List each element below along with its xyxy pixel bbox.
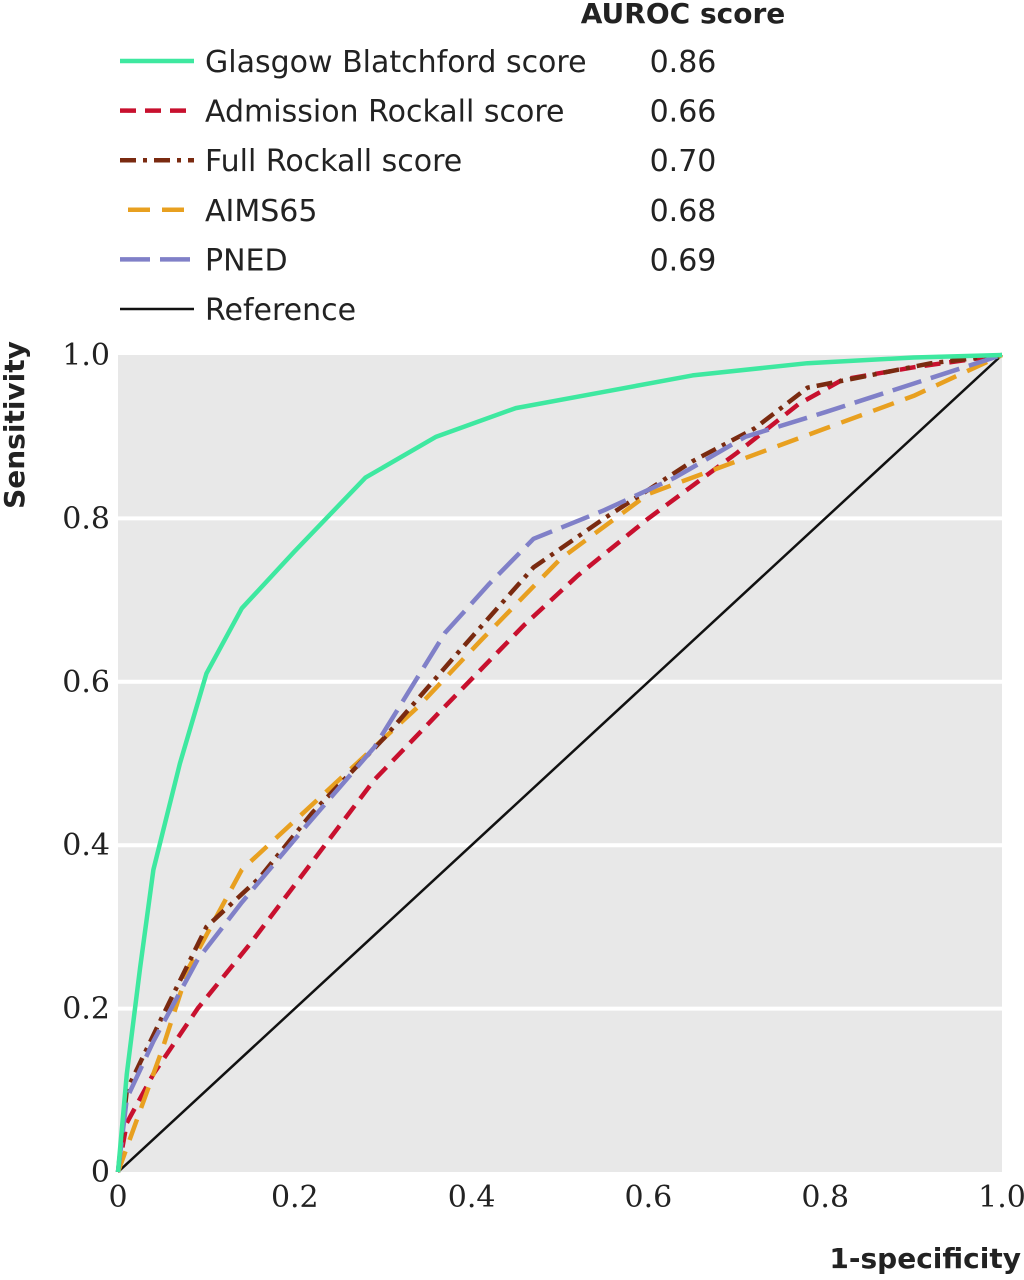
x-tick-label: 0.6 [625, 1180, 673, 1215]
legend-label: Reference [205, 293, 356, 328]
x-axis-title: 1-specificity [829, 1242, 1021, 1275]
legend-score: 0.86 [650, 45, 717, 80]
x-tick-label: 0.4 [448, 1180, 496, 1215]
series-line-pned [115, 352, 1003, 1173]
legend-label: Admission Rockall score [205, 95, 565, 130]
legend-score: 0.66 [650, 95, 717, 130]
legend-score: 0.69 [650, 243, 717, 278]
x-tick-label: 0.8 [801, 1180, 849, 1215]
y-tick-label: 0 [91, 1155, 110, 1190]
legend-score: 0.68 [650, 194, 717, 229]
x-axis-ticks: 0 0.2 0.4 0.6 0.8 1.0 [108, 1180, 1024, 1215]
legend: AUROC score Glasgow Blatchford score 0.86… [120, 0, 785, 328]
series-line-glasgow-blatchford-score [115, 352, 1003, 1173]
y-axis-title: Sensitivity [0, 341, 31, 509]
x-tick-label: 1.0 [978, 1180, 1024, 1215]
y-tick-label: 1.0 [62, 338, 110, 373]
y-tick-label: 0.4 [62, 828, 110, 863]
y-tick-label: 0.8 [62, 501, 110, 536]
series-line-reference [117, 354, 1003, 1173]
series-layer [115, 352, 1003, 1173]
legend-label: Glasgow Blatchford score [205, 45, 587, 80]
series-line-admission-rockall-score [115, 352, 1003, 1173]
series-line-full-rockall-score [115, 352, 1003, 1173]
y-tick-label: 0.6 [62, 665, 110, 700]
legend-score: 0.70 [650, 144, 717, 179]
y-tick-label: 0.2 [62, 992, 110, 1027]
x-tick-label: 0.2 [271, 1180, 319, 1215]
legend-label: PNED [205, 243, 288, 278]
legend-label: AIMS65 [205, 194, 317, 229]
y-axis-ticks: 0 0.2 0.4 0.6 0.8 1.0 [62, 338, 110, 1190]
legend-header: AUROC score [581, 0, 786, 30]
legend-label: Full Rockall score [205, 144, 462, 179]
series-line-aims65 [115, 352, 1003, 1173]
x-tick-label: 0 [108, 1180, 127, 1215]
